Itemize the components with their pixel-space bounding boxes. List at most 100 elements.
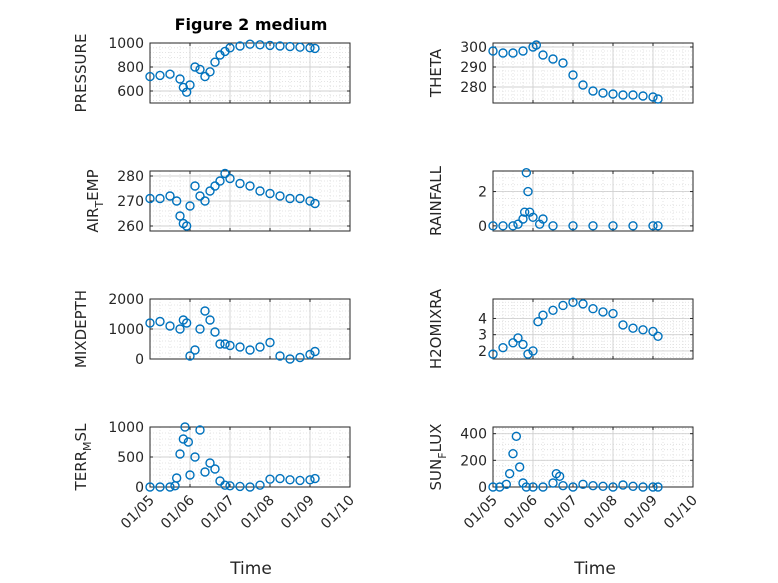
x-tick-label: 01/05 [118, 493, 158, 533]
data-point [598, 88, 608, 98]
data-point [225, 173, 235, 184]
y-axis-label: MIXDEPTH [72, 290, 90, 368]
y-tick-label: 280 [460, 80, 487, 96]
data-point [255, 186, 265, 196]
data-point [618, 320, 628, 330]
data-point [618, 90, 628, 100]
y-tick-label: 1000 [108, 322, 144, 338]
data-point [533, 317, 543, 327]
data-point [548, 478, 558, 488]
data-point [648, 92, 658, 102]
data-point [554, 471, 565, 482]
x-axis-label-right: Time [573, 559, 616, 579]
data-point [488, 46, 498, 56]
data-point [538, 482, 548, 492]
data-point [171, 196, 182, 206]
subplot-air-temp: 260 270 280 AIRTEMP [84, 168, 351, 235]
data-point [608, 221, 618, 231]
data-point [180, 422, 190, 432]
data-point [265, 40, 275, 51]
data-point [245, 345, 255, 355]
data-point [488, 221, 498, 231]
subplot-sun-flux: 0 200 400 SUNFLUX 01/05 01/06 01/07 01/08 01/09 0… [427, 424, 701, 533]
data-point [521, 168, 532, 178]
data-point [185, 80, 195, 90]
data-point [235, 481, 245, 492]
data-point [175, 211, 185, 221]
data-point [275, 473, 285, 484]
data-point [588, 86, 598, 96]
data-point [598, 481, 608, 492]
data-point [568, 221, 578, 231]
data-point [210, 464, 220, 474]
data-point [295, 352, 305, 363]
data-point [190, 62, 200, 72]
data-point [210, 327, 220, 337]
axes-box [492, 42, 694, 104]
data-point [235, 41, 245, 51]
x-tick-label: 01/06 [158, 492, 198, 532]
data-point [175, 324, 185, 334]
data-point [538, 50, 548, 60]
x-axis-label-left: Time [229, 559, 272, 579]
data-point [528, 346, 538, 356]
data-point [514, 462, 525, 472]
data-point [265, 188, 275, 199]
data-point [518, 214, 528, 224]
y-axis-label: H2OMIXRA [427, 288, 445, 369]
data-point [200, 306, 210, 316]
data-point [295, 42, 305, 52]
x-tick-label: 01/06 [501, 492, 541, 532]
figure-title: Figure 2 medium [175, 15, 328, 34]
y-tick-label: 0 [478, 219, 487, 235]
y-tick-label: 400 [460, 427, 487, 443]
data-point [285, 41, 295, 52]
data-point [608, 308, 618, 319]
data-point [523, 186, 533, 197]
data-point [255, 40, 265, 50]
x-tick-label: 01/10 [318, 493, 358, 533]
data-point [508, 48, 518, 58]
data-point [245, 181, 255, 191]
data-point [310, 198, 320, 209]
data-point [608, 89, 618, 99]
data-point [215, 339, 225, 349]
data-point [178, 434, 189, 444]
data-point [528, 212, 538, 222]
data-point [531, 40, 542, 50]
y-tick-label: 4 [478, 311, 487, 327]
y-axis-label: THETA [427, 48, 445, 98]
data-point [285, 193, 295, 204]
data-point [245, 39, 255, 49]
data-point [170, 481, 180, 491]
data-point [205, 315, 215, 325]
data-point [205, 458, 215, 468]
data-point [220, 480, 230, 490]
data-point [220, 339, 230, 349]
y-tick-label: 3 [478, 328, 487, 344]
data-point [568, 482, 578, 492]
x-tick-label: 01/07 [541, 493, 581, 533]
data-point [155, 193, 165, 204]
data-point [588, 304, 598, 314]
data-point [145, 71, 155, 82]
data-point [305, 475, 315, 485]
data-point [205, 67, 215, 77]
data-point [185, 470, 195, 480]
data-point [171, 473, 182, 483]
data-point [648, 482, 658, 492]
data-point [285, 354, 295, 364]
data-point [165, 69, 175, 79]
data-point [305, 196, 315, 206]
data-point [628, 481, 638, 492]
data-point [653, 221, 663, 231]
data-point [508, 338, 518, 348]
subplot-terr-msl: 0 500 1000 TERRMSL 01/05 01/06 01/07 01/08 01/09… [72, 420, 358, 532]
data-point [653, 94, 663, 104]
data-point [504, 468, 515, 479]
data-point [275, 351, 285, 361]
y-tick-label: 2 [478, 185, 487, 201]
data-point [195, 191, 205, 201]
data-point [519, 207, 530, 217]
y-tick-label: 1000 [108, 420, 144, 436]
